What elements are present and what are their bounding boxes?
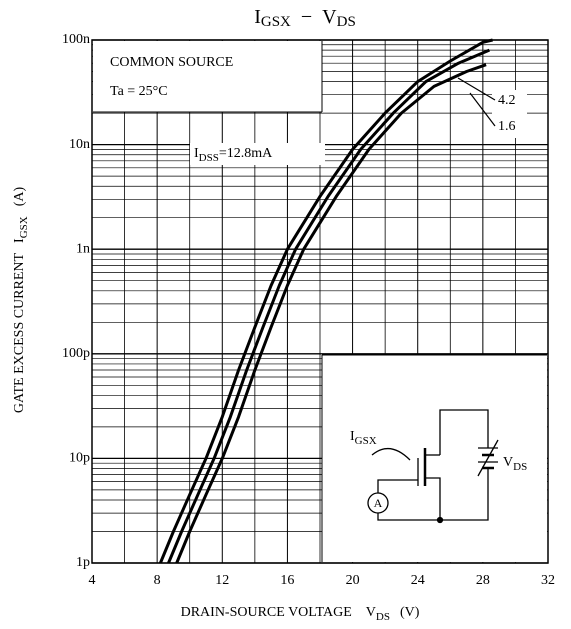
circuit xyxy=(367,409,499,524)
wire xyxy=(377,468,489,521)
series-line xyxy=(167,48,490,564)
wire xyxy=(439,409,489,455)
box-text: Ta = 25°C xyxy=(110,84,168,99)
y-axis-label: GATE EXCESS CURRENTIGSX(A) xyxy=(12,186,29,413)
circuit-label: A xyxy=(374,496,383,510)
label-bg xyxy=(190,143,325,165)
box-text: COMMON SOURCE xyxy=(110,55,233,70)
junction xyxy=(436,516,444,524)
circuit-label: VDS xyxy=(503,455,527,472)
series-label: 4.2 xyxy=(498,93,516,108)
label-bg xyxy=(492,90,527,138)
chart-title: IGSX − VDS xyxy=(254,6,356,31)
wire xyxy=(377,479,418,493)
circuit-label: IGSX xyxy=(350,429,377,446)
variable-arrow xyxy=(477,439,499,477)
x-tick-label: 8 xyxy=(154,573,161,588)
pointer xyxy=(469,92,496,127)
wire xyxy=(425,477,441,520)
x-tick-label: 24 xyxy=(411,573,425,588)
x-tick-label: 20 xyxy=(346,573,360,588)
plot-frame xyxy=(91,39,549,564)
y-tick-label: 100n xyxy=(62,32,90,47)
x-tick-label: 4 xyxy=(89,573,96,588)
series-label: 1.6 xyxy=(498,119,516,134)
series-line xyxy=(175,63,487,564)
legend-box-bg xyxy=(93,41,322,112)
y-tick-label: 100p xyxy=(62,346,90,361)
x-tick-label: 12 xyxy=(215,573,229,588)
x-tick-label: 16 xyxy=(280,573,294,588)
y-tick-label: 10p xyxy=(69,451,90,466)
series-line xyxy=(159,38,493,564)
pointer xyxy=(457,77,496,101)
circuit-bg xyxy=(322,355,547,562)
ammeter xyxy=(367,492,389,514)
y-tick-label: 1p xyxy=(76,555,90,570)
curves xyxy=(159,38,493,564)
x-tick-label: 28 xyxy=(476,573,490,588)
current-arrow xyxy=(371,448,411,461)
y-tick-label: 1n xyxy=(76,241,90,256)
x-tick-label: 32 xyxy=(541,573,555,588)
x-axis-label: DRAIN-SOURCE VOLTAGE VDS (V) xyxy=(181,605,420,622)
series-label: IDSS=12.8mA xyxy=(194,146,273,163)
y-tick-label: 10n xyxy=(69,137,90,152)
